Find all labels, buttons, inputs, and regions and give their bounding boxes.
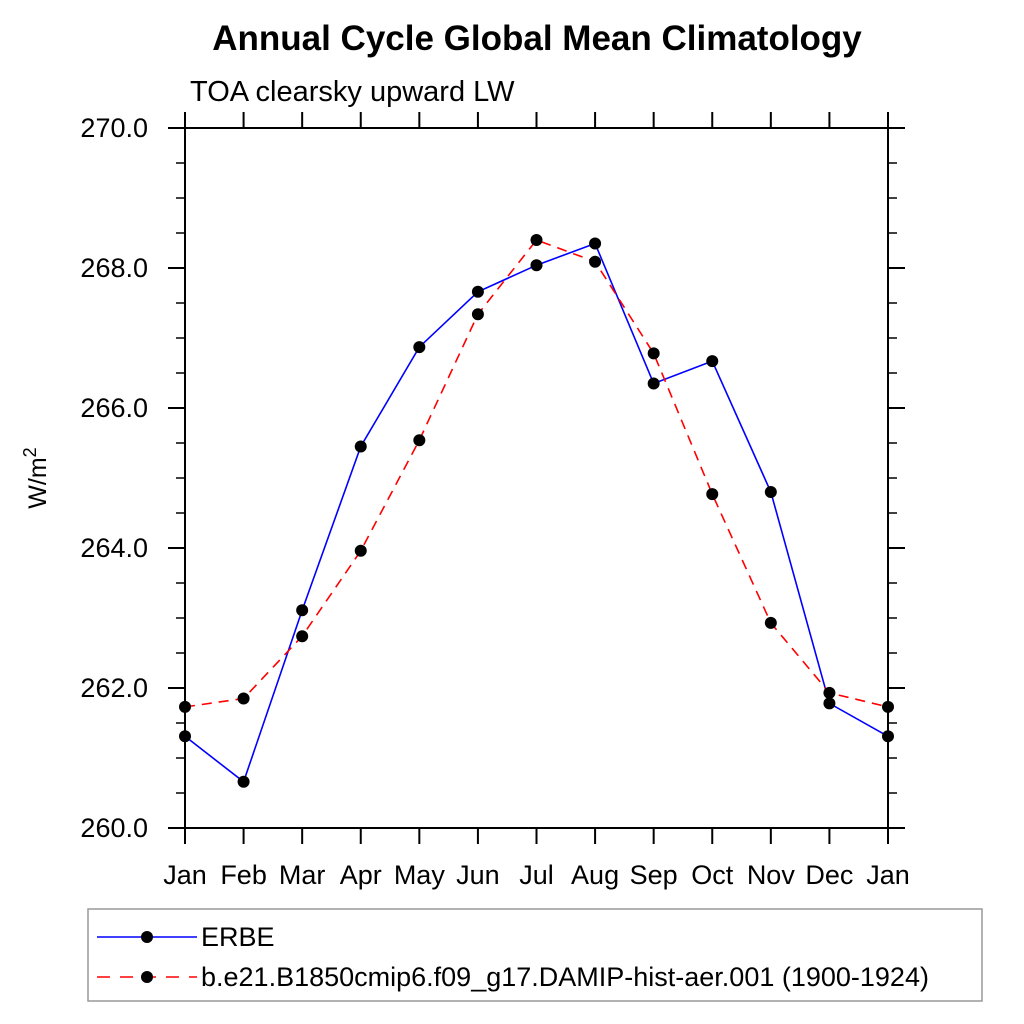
data-point xyxy=(354,544,367,557)
x-tick-label: Sep xyxy=(630,860,678,890)
plot-axes: Jan Feb Mar Apr May Jun Jul Aug Sep Oct Nov Dec Jan 2… xyxy=(80,112,910,890)
y-tick-label: 268.0 xyxy=(80,253,148,283)
y-tick-label: 262.0 xyxy=(80,673,148,703)
y-tick-label: 270.0 xyxy=(80,113,148,143)
data-point xyxy=(589,255,602,268)
legend-label-model: b.e21.B1850cmip6.f09_g17.DAMIP-hist-aer.… xyxy=(201,962,929,992)
y-tick-label: 266.0 xyxy=(80,393,148,423)
data-point xyxy=(237,775,250,788)
plot-series xyxy=(179,234,894,788)
x-tick-label: Jul xyxy=(519,860,554,890)
x-tick-label: Feb xyxy=(220,860,267,890)
data-point xyxy=(471,285,484,298)
legend-box xyxy=(87,908,983,1002)
data-point xyxy=(823,697,836,710)
legend: ERBE b.e21.B1850cmip6.f09_g17.DAMIP-hist… xyxy=(87,908,983,1002)
data-point xyxy=(530,259,543,272)
data-point xyxy=(647,377,660,390)
x-tick-label: Jan xyxy=(866,860,910,890)
x-tick-label: Dec xyxy=(805,860,853,890)
legend-label-erbe: ERBE xyxy=(201,922,275,952)
y-axis-label: W/m2 xyxy=(20,447,52,508)
y-axis-label-base: W/m xyxy=(24,457,52,508)
x-tick-label: Oct xyxy=(691,860,734,890)
data-point xyxy=(764,486,777,498)
data-point xyxy=(237,692,250,705)
x-tick-label: Nov xyxy=(747,860,796,890)
data-point xyxy=(179,700,191,713)
x-tick-label: Apr xyxy=(340,860,382,890)
data-point xyxy=(530,234,543,246)
series-line-1 xyxy=(184,239,889,708)
data-point xyxy=(589,237,602,250)
data-point xyxy=(296,630,309,643)
data-point xyxy=(764,616,777,629)
x-tick-label: May xyxy=(394,860,446,890)
data-point xyxy=(882,730,894,743)
series-line-0 xyxy=(184,242,889,784)
data-point xyxy=(179,730,191,743)
plot-frame xyxy=(184,127,889,829)
data-point xyxy=(413,434,426,447)
data-point xyxy=(706,488,719,501)
legend-marker-erbe xyxy=(141,931,153,943)
y-tick-label: 260.0 xyxy=(80,813,148,843)
x-tick-label: Aug xyxy=(571,860,619,890)
x-tick-label: Mar xyxy=(279,860,326,890)
x-tick-label: Jun xyxy=(456,860,500,890)
y-tick-label: 264.0 xyxy=(80,533,148,563)
chart-subtitle: TOA clearsky upward LW xyxy=(190,76,515,108)
x-tick-label: Jan xyxy=(163,860,207,890)
data-point xyxy=(471,308,484,321)
data-point xyxy=(882,700,894,713)
data-point xyxy=(296,604,309,617)
data-point xyxy=(354,440,367,453)
data-point xyxy=(413,341,426,354)
data-point xyxy=(706,355,719,368)
y-axis-label-superscript: 2 xyxy=(20,447,40,457)
data-point xyxy=(823,686,836,699)
legend-marker-model xyxy=(141,971,153,983)
chart-title: Annual Cycle Global Mean Climatology xyxy=(212,19,862,58)
data-point xyxy=(647,347,660,360)
